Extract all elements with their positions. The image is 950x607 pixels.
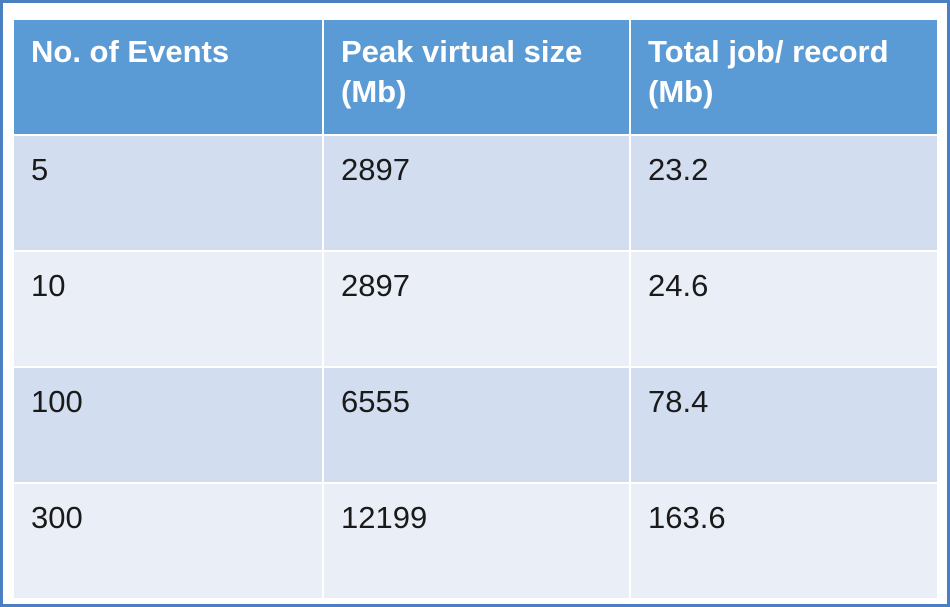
column-header-events: No. of Events (12, 18, 324, 136)
cell-peak-virtual-size: 6555 (322, 366, 631, 484)
table-body: 5 2897 23.2 10 2897 24.6 100 6555 78.4 3… (12, 134, 939, 600)
cell-events: 5 (12, 134, 324, 252)
cell-events: 100 (12, 366, 324, 484)
cell-events: 10 (12, 250, 324, 368)
column-header-peak-virtual-size: Peak virtual size (Mb) (322, 18, 631, 136)
table-row: 5 2897 23.2 (12, 134, 939, 252)
header-row: No. of Events Peak virtual size (Mb) Tot… (12, 18, 939, 136)
cell-peak-virtual-size: 12199 (322, 482, 631, 600)
cell-total-job-record: 24.6 (629, 250, 939, 368)
table-header: No. of Events Peak virtual size (Mb) Tot… (12, 18, 939, 136)
cell-peak-virtual-size: 2897 (322, 134, 631, 252)
column-header-total-job-record: Total job/ record (Mb) (629, 18, 939, 136)
events-table: No. of Events Peak virtual size (Mb) Tot… (12, 18, 939, 600)
cell-total-job-record: 163.6 (629, 482, 939, 600)
cell-peak-virtual-size: 2897 (322, 250, 631, 368)
table-row: 10 2897 24.6 (12, 250, 939, 368)
cell-events: 300 (12, 482, 324, 600)
cell-total-job-record: 23.2 (629, 134, 939, 252)
table-row: 300 12199 163.6 (12, 482, 939, 600)
cell-total-job-record: 78.4 (629, 366, 939, 484)
table-row: 100 6555 78.4 (12, 366, 939, 484)
